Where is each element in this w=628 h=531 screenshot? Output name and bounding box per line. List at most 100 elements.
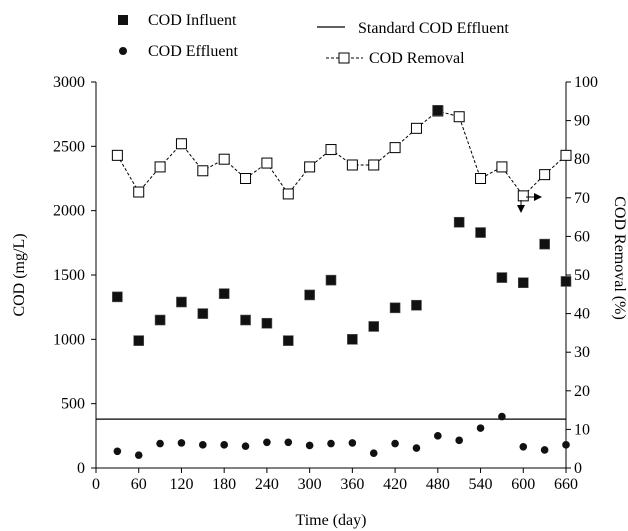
removal-point xyxy=(368,159,380,171)
effluent-point xyxy=(498,412,506,421)
influent-point xyxy=(560,276,572,287)
influent-point xyxy=(475,227,486,238)
influent-point xyxy=(539,238,550,250)
x-tick-label: 480 xyxy=(426,476,450,493)
removal-point xyxy=(261,157,273,169)
y2-tick-label: 80 xyxy=(574,151,590,168)
effluent-series xyxy=(113,412,570,459)
effluent-point xyxy=(220,441,228,449)
effluent-point xyxy=(177,439,186,447)
x-tick-label: 60 xyxy=(131,476,147,493)
effluent-point xyxy=(305,441,314,450)
removal-point xyxy=(133,186,145,198)
x-tick-label: 120 xyxy=(169,476,193,493)
removal-point xyxy=(517,190,529,202)
effluent-point xyxy=(113,447,122,456)
removal-series-line xyxy=(116,110,567,197)
y2-ticks: 0 10 20 30 40 50 60 70 80 90 100 xyxy=(566,74,598,477)
removal-point xyxy=(389,142,401,154)
effluent-point xyxy=(348,439,357,447)
influent-point xyxy=(197,308,209,319)
removal-point xyxy=(475,173,487,184)
influent-point xyxy=(368,321,380,332)
y2-tick-label: 70 xyxy=(574,190,590,207)
y-tick-label: 1000 xyxy=(53,331,85,348)
effluent-point xyxy=(412,444,421,452)
x-tick-label: 300 xyxy=(298,476,322,493)
removal-point xyxy=(560,149,572,161)
x-axis-title: Time (day) xyxy=(296,512,367,529)
removal-point xyxy=(197,165,209,177)
effluent-point xyxy=(199,441,207,449)
influent-point xyxy=(133,335,145,346)
effluent-point xyxy=(434,432,442,440)
x-ticks: 0 60 120 180 240 300 360 420 480 540 600 660 xyxy=(92,468,578,493)
influent-point xyxy=(261,317,273,329)
influent-point xyxy=(218,288,230,299)
legend-influent-marker xyxy=(118,15,128,25)
effluent-point xyxy=(562,441,570,449)
x-tick-label: 360 xyxy=(340,476,364,493)
effluent-point xyxy=(156,439,164,448)
x-tick-label: 0 xyxy=(92,476,100,493)
influent-point xyxy=(240,314,251,326)
y2-tick-label: 30 xyxy=(574,344,590,361)
x-tick-label: 420 xyxy=(383,476,407,493)
removal-point xyxy=(175,138,187,150)
legend: COD Influent COD Effluent Standard COD E… xyxy=(118,12,509,67)
influent-point xyxy=(453,216,465,228)
effluent-point xyxy=(134,451,143,459)
effluent-point xyxy=(327,439,335,448)
influent-point xyxy=(325,274,337,286)
y2-tick-label: 60 xyxy=(574,228,590,245)
removal-point xyxy=(304,161,316,173)
y-axis-title: COD (mg/L) xyxy=(11,233,28,316)
legend-removal-label: COD Removal xyxy=(369,50,465,67)
effluent-point xyxy=(476,424,485,432)
removal-series xyxy=(111,105,572,202)
removal-point xyxy=(346,159,358,171)
y-tick-label: 3000 xyxy=(53,74,85,91)
x-tick-label: 600 xyxy=(511,476,535,493)
axis-indicator-arrows xyxy=(517,193,542,213)
influent-point xyxy=(282,335,294,346)
y2-tick-label: 90 xyxy=(574,113,590,130)
influent-point xyxy=(347,334,358,345)
effluent-point xyxy=(263,438,271,447)
influent-point xyxy=(154,314,166,326)
removal-point xyxy=(111,149,123,161)
y-tick-label: 2500 xyxy=(53,138,85,155)
influent-point xyxy=(432,105,444,116)
y-tick-label: 2000 xyxy=(53,203,85,220)
removal-point xyxy=(240,173,252,184)
y-tick-label: 500 xyxy=(61,396,85,413)
y2-tick-label: 0 xyxy=(574,460,582,477)
influent-point xyxy=(176,296,187,308)
effluent-point xyxy=(369,449,378,458)
influent-point xyxy=(411,299,422,311)
removal-point xyxy=(539,169,551,181)
effluent-point xyxy=(540,446,549,454)
effluent-point xyxy=(519,442,528,451)
influent-series xyxy=(112,105,572,346)
legend-removal-marker xyxy=(338,52,350,64)
y2-tick-label: 20 xyxy=(574,383,590,400)
influent-point xyxy=(517,277,529,289)
x-tick-label: 180 xyxy=(212,476,236,493)
removal-point xyxy=(154,161,166,173)
removal-point xyxy=(282,188,294,200)
influent-point xyxy=(304,289,315,301)
x-tick-label: 540 xyxy=(469,476,493,493)
y2-axis-title: COD Removal (%) xyxy=(611,196,628,320)
effluent-point xyxy=(284,438,293,447)
removal-point xyxy=(410,122,422,134)
y2-tick-label: 40 xyxy=(574,306,590,323)
y-tick-label: 0 xyxy=(77,460,85,477)
influent-point xyxy=(496,272,508,283)
removal-point xyxy=(453,111,465,123)
y2-tick-label: 100 xyxy=(574,74,598,91)
removal-point xyxy=(218,153,230,165)
y2-tick-label: 50 xyxy=(574,267,590,284)
effluent-point xyxy=(455,436,463,445)
